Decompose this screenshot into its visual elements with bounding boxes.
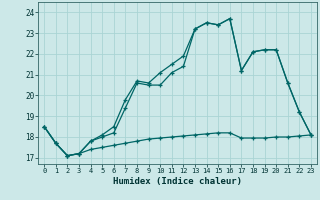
X-axis label: Humidex (Indice chaleur): Humidex (Indice chaleur) [113,177,242,186]
